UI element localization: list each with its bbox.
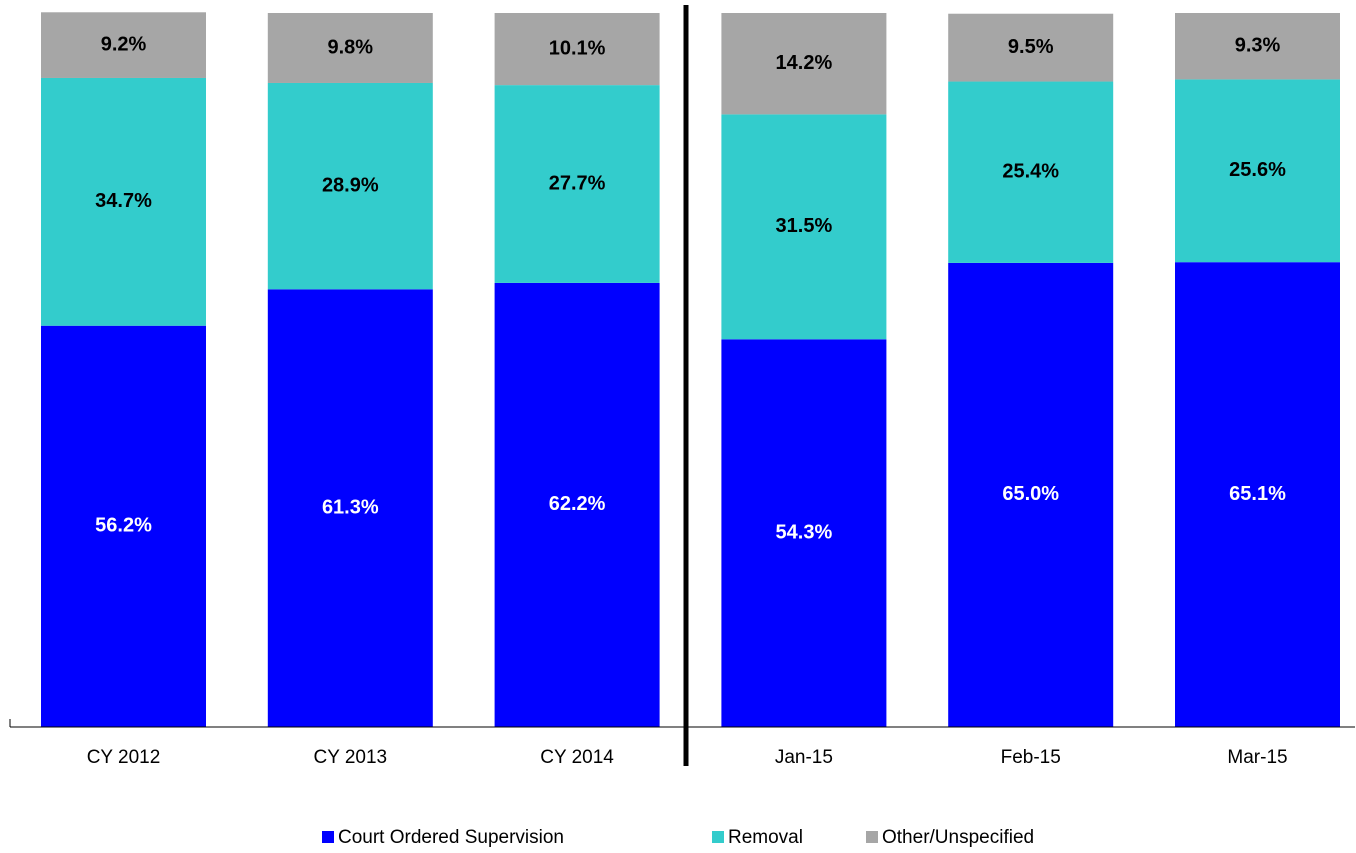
data-label: 9.3%	[1235, 34, 1281, 56]
bar-segment	[721, 114, 887, 340]
data-label: 14.2%	[776, 52, 833, 74]
x-tick-label: CY 2012	[87, 747, 161, 768]
data-label: 28.9%	[322, 174, 379, 196]
bar-segment	[721, 339, 887, 727]
data-label: 31.5%	[776, 215, 833, 237]
x-tick-label: CY 2013	[313, 747, 387, 768]
x-tick-label: Mar-15	[1227, 747, 1287, 768]
x-tick-label: CY 2014	[540, 747, 614, 768]
legend-label: Court Ordered Supervision	[338, 827, 564, 848]
data-label: 9.8%	[328, 36, 374, 58]
bar-segment	[494, 13, 660, 86]
bar-segment	[1175, 13, 1340, 80]
data-label: 10.1%	[549, 37, 606, 59]
bar-segment	[1175, 262, 1340, 727]
x-tick-label: Jan-15	[775, 747, 833, 768]
legend-label: Removal	[728, 827, 803, 848]
data-label: 34.7%	[95, 190, 152, 212]
bar-segment	[948, 13, 1114, 82]
bar-segment	[494, 85, 660, 283]
legend-swatch	[322, 831, 334, 843]
bar-segment	[267, 289, 433, 727]
legend-label: Other/Unspecified	[882, 827, 1034, 848]
data-label: 9.5%	[1008, 36, 1054, 58]
legend-swatch	[866, 831, 878, 843]
bar-segment	[267, 13, 433, 83]
data-label: 25.6%	[1229, 159, 1286, 181]
data-label: 65.1%	[1229, 483, 1286, 505]
data-label: 65.0%	[1002, 483, 1059, 505]
data-label: 25.4%	[1002, 161, 1059, 183]
data-label: 61.3%	[322, 496, 379, 518]
bar-segment	[41, 325, 206, 727]
bar-segment	[948, 81, 1114, 263]
data-label: 62.2%	[549, 493, 606, 515]
bar-segment	[494, 282, 660, 727]
bar-segment	[948, 262, 1114, 727]
bar-segment	[41, 12, 206, 78]
x-tick-label: Feb-15	[1001, 747, 1061, 768]
data-label: 9.2%	[101, 33, 147, 55]
bar-segment	[267, 82, 433, 290]
data-label: 56.2%	[95, 515, 152, 537]
data-label: 54.3%	[776, 521, 833, 543]
bar-segment	[1175, 79, 1340, 263]
data-label: 27.7%	[549, 172, 606, 194]
bar-segment	[41, 77, 206, 326]
bar-segment	[721, 13, 887, 115]
legend-swatch	[712, 831, 724, 843]
